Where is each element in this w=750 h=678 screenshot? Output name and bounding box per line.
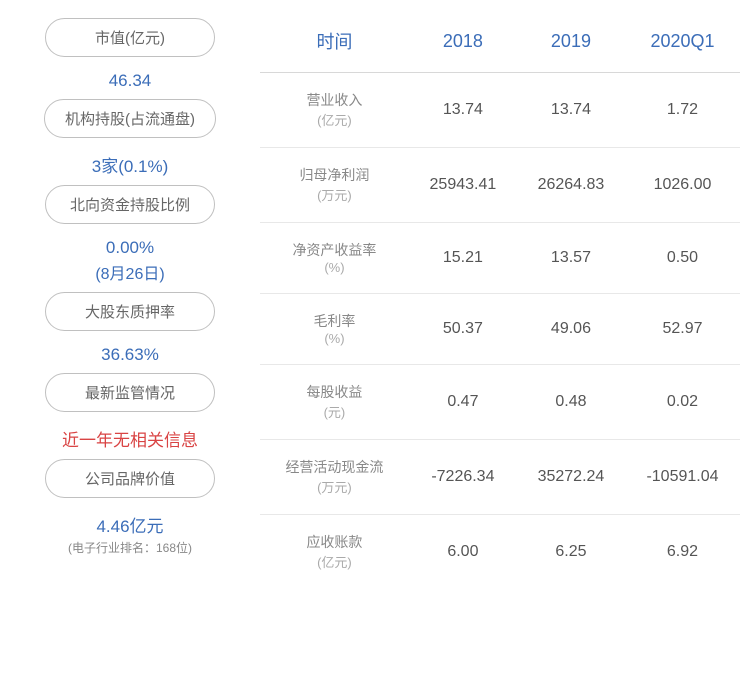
market-cap-value: 46.34 xyxy=(109,71,152,91)
row-label: 净资产收益率 xyxy=(292,242,376,258)
northbound-pill: 北向资金持股比例 xyxy=(45,185,215,224)
cell: 49.06 xyxy=(517,294,625,365)
table-header-row: 时间 2018 2019 2020Q1 xyxy=(260,10,740,73)
cell: 15.21 xyxy=(409,223,517,294)
row-label: 营业收入 xyxy=(306,92,362,108)
cell: 0.48 xyxy=(517,365,625,440)
brand-value-pill: 公司品牌价值 xyxy=(45,459,215,498)
brand-value-note: (电子行业排名：168位) xyxy=(68,539,192,556)
cell: 6.25 xyxy=(517,515,625,590)
pledge-rate-pill: 大股东质押率 xyxy=(45,292,215,331)
table-row: 净资产收益率 (%) 15.21 13.57 0.50 xyxy=(260,223,740,294)
row-label: 归母净利润 xyxy=(299,167,369,183)
table-row: 归母净利润 (万元) 25943.41 26264.83 1026.00 xyxy=(260,148,740,223)
cell: 1.72 xyxy=(625,73,740,148)
cell: 6.92 xyxy=(625,515,740,590)
cell: 13.74 xyxy=(517,73,625,148)
row-label: 每股收益 xyxy=(306,384,362,400)
regulatory-value: 近一年无相关信息 xyxy=(62,426,198,451)
table-row: 营业收入 (亿元) 13.74 13.74 1.72 xyxy=(260,73,740,148)
left-panel: 市值(亿元) 46.34 机构持股(占流通盘) 3家(0.1%) 北向资金持股比… xyxy=(0,10,260,668)
right-panel: 时间 2018 2019 2020Q1 营业收入 (亿元) 13.74 13.7… xyxy=(260,10,750,668)
row-label: 经营活动现金流 xyxy=(285,459,383,475)
cell: -7226.34 xyxy=(409,440,517,515)
inst-holding-value: 3家(0.1%) xyxy=(92,152,169,177)
row-unit: (亿元) xyxy=(268,552,401,571)
cell: 1026.00 xyxy=(625,148,740,223)
table-row: 毛利率 (%) 50.37 49.06 52.97 xyxy=(260,294,740,365)
cell: 25943.41 xyxy=(409,148,517,223)
northbound-sub: (8月26日) xyxy=(95,260,164,284)
financial-table: 时间 2018 2019 2020Q1 营业收入 (亿元) 13.74 13.7… xyxy=(260,10,740,589)
cell: 52.97 xyxy=(625,294,740,365)
cell: 26264.83 xyxy=(517,148,625,223)
row-unit: (万元) xyxy=(268,477,401,496)
row-unit: (%) xyxy=(268,331,401,346)
regulatory-pill: 最新监管情况 xyxy=(45,373,215,412)
pledge-rate-value: 36.63% xyxy=(101,345,159,365)
cell: 13.57 xyxy=(517,223,625,294)
row-label-cell: 毛利率 (%) xyxy=(260,294,409,365)
row-label-cell: 每股收益 (元) xyxy=(260,365,409,440)
row-unit: (亿元) xyxy=(268,110,401,129)
cell: -10591.04 xyxy=(625,440,740,515)
cell: 50.37 xyxy=(409,294,517,365)
row-label: 应收账款 xyxy=(306,534,362,550)
row-label-cell: 经营活动现金流 (万元) xyxy=(260,440,409,515)
cell: 13.74 xyxy=(409,73,517,148)
row-label-cell: 归母净利润 (万元) xyxy=(260,148,409,223)
row-label-cell: 营业收入 (亿元) xyxy=(260,73,409,148)
row-label: 毛利率 xyxy=(313,313,355,329)
market-cap-pill: 市值(亿元) xyxy=(45,18,215,57)
col-2020q1: 2020Q1 xyxy=(625,10,740,73)
cell: 0.02 xyxy=(625,365,740,440)
col-2018: 2018 xyxy=(409,10,517,73)
inst-holding-pill: 机构持股(占流通盘) xyxy=(44,99,216,138)
cell: 6.00 xyxy=(409,515,517,590)
northbound-value: 0.00% xyxy=(106,238,154,258)
row-unit: (元) xyxy=(268,402,401,421)
row-label-cell: 应收账款 (亿元) xyxy=(260,515,409,590)
col-time: 时间 xyxy=(260,10,409,73)
table-row: 应收账款 (亿元) 6.00 6.25 6.92 xyxy=(260,515,740,590)
row-unit: (万元) xyxy=(268,185,401,204)
brand-value-value: 4.46亿元 xyxy=(96,512,163,537)
row-label-cell: 净资产收益率 (%) xyxy=(260,223,409,294)
table-row: 每股收益 (元) 0.47 0.48 0.02 xyxy=(260,365,740,440)
row-unit: (%) xyxy=(268,260,401,275)
cell: 35272.24 xyxy=(517,440,625,515)
cell: 0.50 xyxy=(625,223,740,294)
col-2019: 2019 xyxy=(517,10,625,73)
table-row: 经营活动现金流 (万元) -7226.34 35272.24 -10591.04 xyxy=(260,440,740,515)
cell: 0.47 xyxy=(409,365,517,440)
